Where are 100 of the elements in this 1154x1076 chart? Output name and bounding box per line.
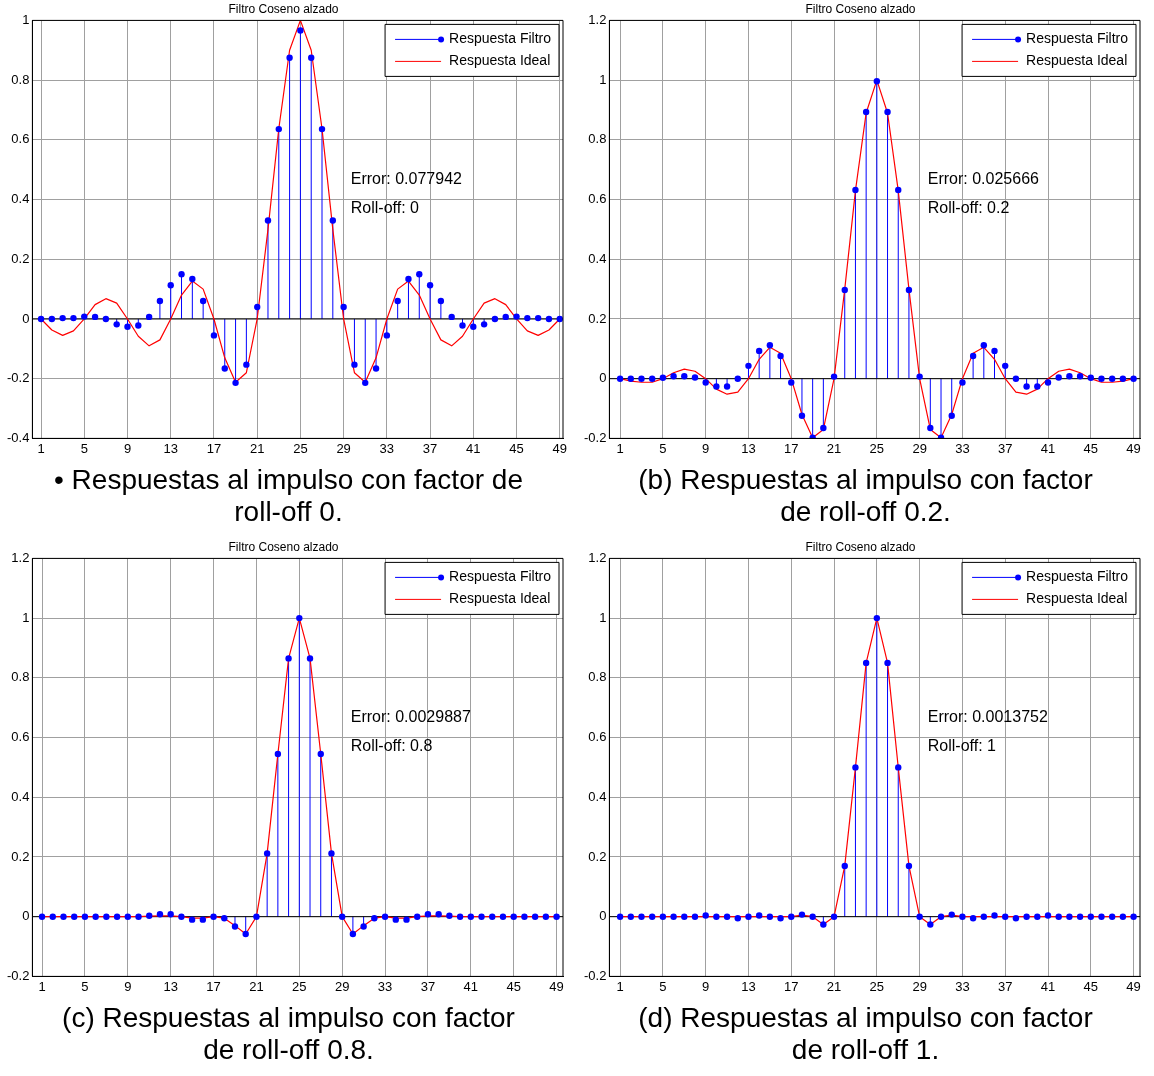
text: (d) Respuestas al impulso con factor de roll-off 1. [637,1001,1094,1066]
x-tick-label: 45 [509,440,524,456]
y-tick-label: 0.4 [588,250,607,266]
x-tick-label: 17 [784,440,799,456]
x-tick-label: 21 [249,440,265,456]
y-tick-label: -0.4 [6,429,30,445]
annotation: Error: 0.0013752 [927,707,1048,725]
x-tick-label: 41 [1040,978,1056,994]
x-tick-label: 21 [826,440,842,456]
y-tick-label: 0.8 [11,71,30,87]
x-tick-label: 13 [163,440,178,456]
y-tick-label: 0.4 [11,191,30,207]
x-tick-label: 29 [912,978,927,994]
x-tick-label: 45 [1083,978,1099,994]
x-tick-label: 17 [206,978,221,994]
annotation: Roll-off: 0.8 [350,736,433,754]
x-tick-label: 1 [38,978,46,994]
y-tick-label: -0.2 [583,429,607,445]
y-tick-label: 1 [22,609,30,625]
legend-label: Respuesta Filtro [1026,568,1129,585]
chart-title: Filtro Coseno alzado [805,539,916,554]
y-tick-label: 0 [22,310,30,326]
y-tick-label: -0.2 [6,370,30,386]
x-tick-label: 9 [124,978,132,994]
y-tick-label: 0 [599,908,607,924]
x-tick-label: 21 [249,978,264,994]
x-tick-label: 37 [997,978,1013,994]
x-tick-label: 25 [869,978,885,994]
y-tick-label: 1.2 [11,549,30,565]
legend-label: Respuesta Filtro [449,568,552,585]
annotation: Error: 0.0029887 [350,707,471,725]
x-tick-label: 33 [955,440,970,456]
x-tick-label: 45 [506,978,521,994]
x-tick-label: 5 [80,440,88,456]
x-tick-label: 37 [420,978,436,994]
legend-label: Respuesta Ideal [1026,52,1128,69]
legend-label: Respuesta Filtro [449,30,552,47]
y-tick-label: 0.6 [588,729,607,745]
legend-label: Respuesta Filtro [1026,30,1129,47]
x-tick-label: 33 [379,440,395,456]
x-tick-label: 25 [869,440,885,456]
y-tick-label: 0.4 [11,788,30,804]
text: (c) Respuestas al impulso con factor de roll-off 0.8. [61,1001,516,1066]
x-tick-label: 37 [422,440,438,456]
x-tick-label: 29 [912,440,927,456]
y-tick-label: -0.2 [6,967,30,983]
annotation: Error: 0.077942 [350,169,463,187]
y-tick-label: 1 [599,71,607,87]
x-tick-label: 1 [616,978,624,994]
annotation: Roll-off: 1 [927,736,997,754]
y-tick-label: 0.2 [588,310,607,326]
chart-title: Filtro Coseno alzado [228,1,339,16]
y-tick-label: 0.8 [11,669,30,685]
x-tick-label: 25 [293,440,308,456]
x-tick-label: 29 [334,978,350,994]
y-tick-label: 0.4 [588,788,607,804]
x-tick-label: 25 [292,978,307,994]
x-tick-label: 29 [336,440,351,456]
y-tick-label: 0 [599,370,607,386]
x-tick-label: 17 [784,978,799,994]
x-tick-label: 1 [616,440,624,456]
x-tick-label: 5 [81,978,89,994]
y-tick-label: 1.2 [588,11,607,27]
x-tick-label: 21 [826,978,842,994]
x-tick-label: 49 [1126,440,1141,456]
annotation: Error: 0.025666 [927,169,1040,187]
x-tick-label: 5 [659,978,667,994]
annotation: Roll-off: 0.2 [927,198,1010,216]
x-tick-label: 33 [955,978,970,994]
y-tick-label: 0.6 [588,191,607,207]
x-tick-label: 13 [163,978,178,994]
x-tick-label: 13 [741,978,756,994]
x-tick-label: 37 [997,440,1013,456]
y-tick-label: 0.2 [11,848,30,864]
y-tick-label: 1.2 [588,549,607,565]
x-tick-label: 49 [549,978,564,994]
y-tick-label: 0.2 [11,250,30,266]
x-tick-label: 5 [659,440,667,456]
annotation: Roll-off: 0 [350,198,420,216]
x-tick-label: 41 [463,978,479,994]
x-tick-label: 49 [1126,978,1141,994]
legend-label: Respuesta Ideal [1026,590,1128,607]
chart-title: Filtro Coseno alzado [228,539,339,554]
legend-label: Respuesta Ideal [449,590,551,607]
x-tick-label: 45 [1083,440,1099,456]
x-tick-label: 41 [466,440,481,456]
x-tick-label: 17 [206,440,222,456]
y-tick-label: 0.6 [11,131,30,147]
x-tick-label: 13 [741,440,756,456]
chart-title: Filtro Coseno alzado [805,1,916,16]
y-tick-label: 0.2 [588,848,607,864]
x-tick-label: 33 [377,978,393,994]
y-tick-label: 0.8 [588,669,607,685]
x-tick-label: 9 [702,440,710,456]
text: (b) Respuestas al impulso con factor de roll-off 0.2. [637,463,1094,528]
x-tick-label: 49 [552,440,567,456]
legend-label: Respuesta Ideal [449,52,551,69]
y-tick-label: 0 [22,908,30,924]
y-tick-label: 1 [22,11,30,27]
x-tick-label: 9 [123,440,132,456]
